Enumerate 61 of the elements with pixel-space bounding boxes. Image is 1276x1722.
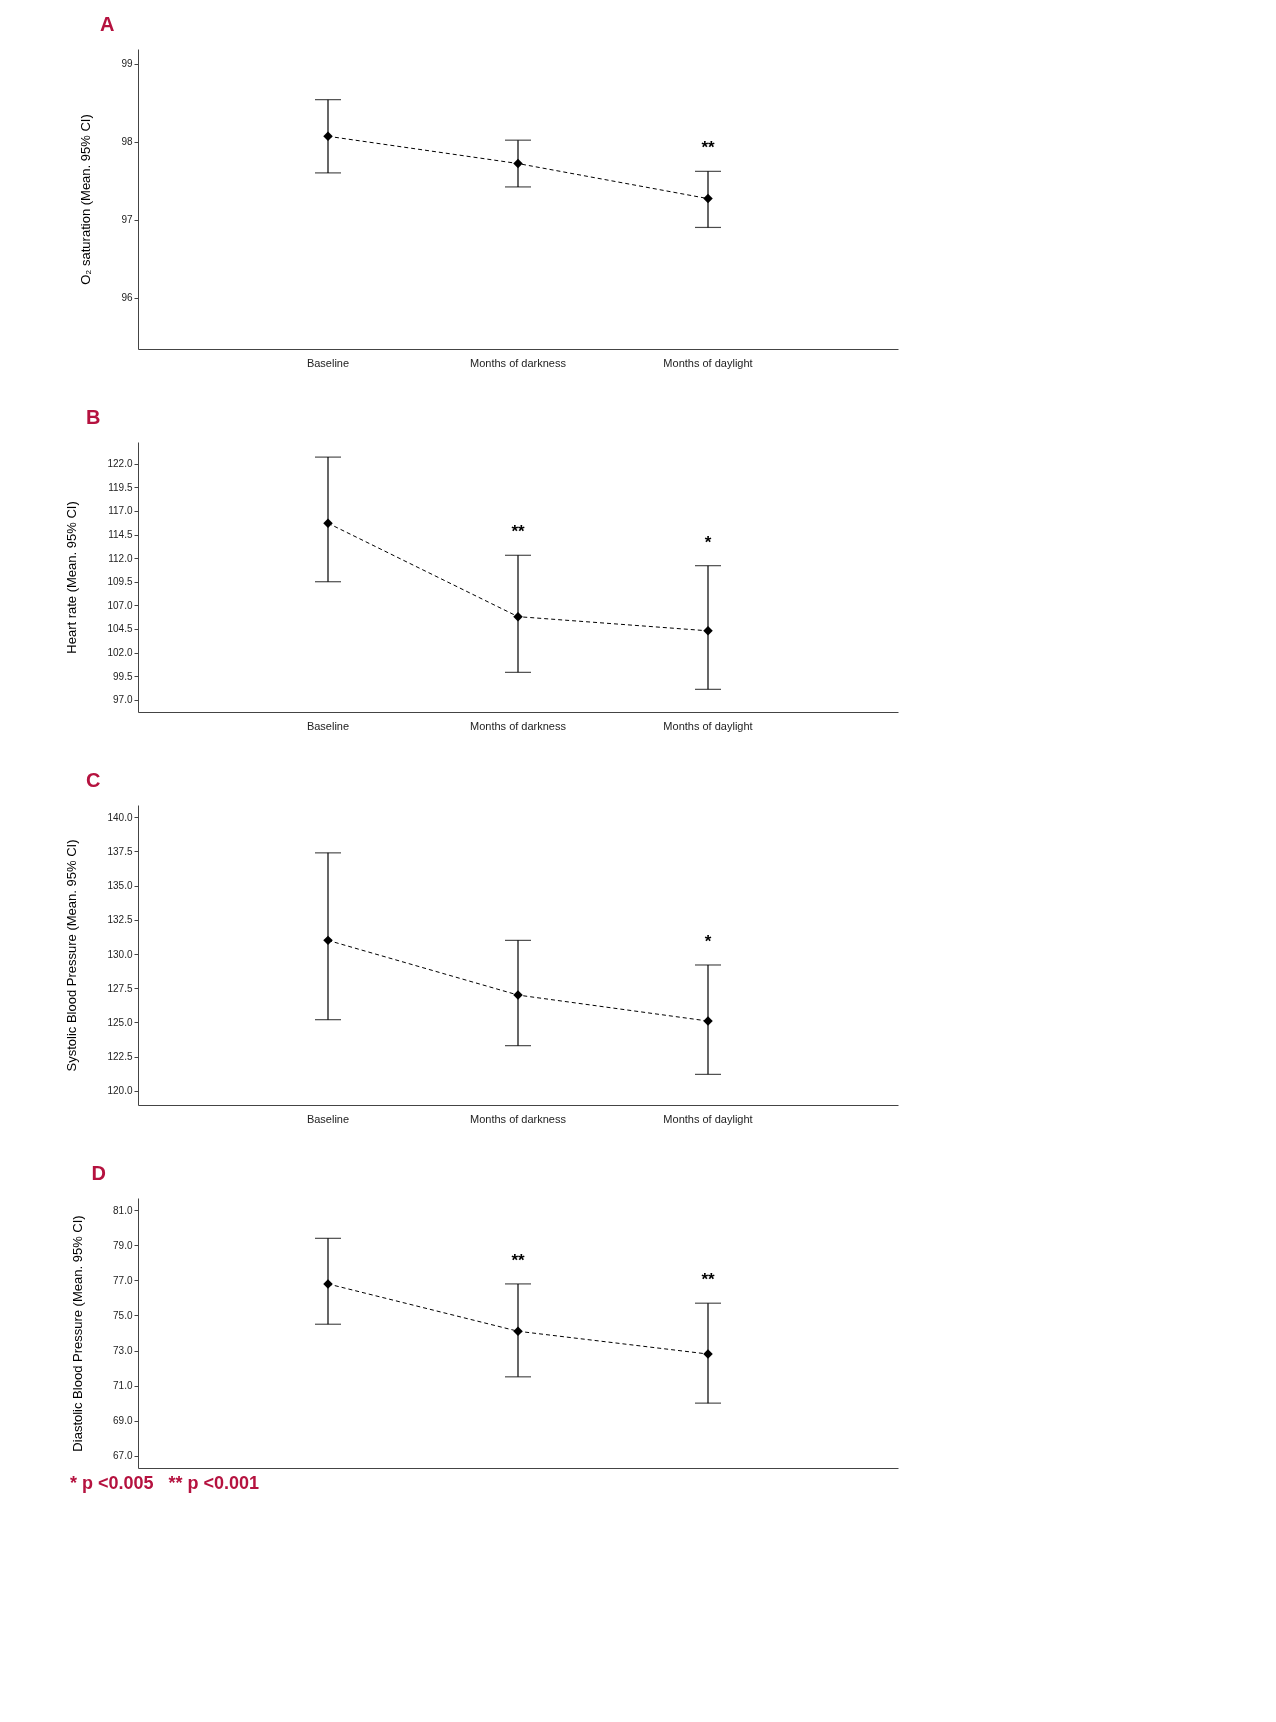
x-tick-label: Months of daylight (663, 356, 753, 369)
y-tick-label: 125.0 (107, 1016, 133, 1028)
x-tick-label: Months of daylight (663, 1112, 753, 1125)
y-tick-label: 71.0 (113, 1380, 133, 1392)
annotation: ** (701, 138, 715, 158)
y-tick-label: 81.0 (113, 1204, 133, 1216)
y-axis-title: Heart rate (Mean. 95% CI) (64, 501, 80, 654)
y-axis-title: O₂ saturation (Mean. 95% CI) (78, 114, 94, 285)
y-tick-label: 140.0 (107, 811, 133, 823)
y-tick-label: 137.5 (107, 845, 133, 857)
y-tick-label: 109.5 (107, 576, 133, 588)
x-tick-label: Months of darkness (470, 356, 567, 369)
y-tick-label: 102.0 (107, 647, 133, 659)
chart-title: C (85, 769, 101, 791)
point (323, 935, 333, 946)
y-tick-label: 99.5 (113, 670, 133, 682)
y-tick-label: 77.0 (113, 1274, 133, 1286)
x-tick-label: Baseline (306, 1112, 350, 1125)
chart-title: B (85, 406, 101, 428)
y-axis-title: Systolic Blood Pressure (Mean. 95% CI) (64, 839, 80, 1072)
y-tick-label: 132.5 (107, 914, 133, 926)
annotation: * (704, 532, 712, 552)
y-axis-title: Diastolic Blood Pressure (Mean. 95% CI) (70, 1215, 86, 1452)
y-tick-label: 67.0 (113, 1450, 133, 1462)
y-tick-label: 119.5 (108, 481, 133, 493)
annotation: ** (511, 522, 525, 542)
y-tick-label: 75.0 (113, 1309, 133, 1321)
chart-title: A (99, 13, 115, 35)
y-tick-label: 122.5 (107, 1051, 133, 1063)
y-tick-label: 107.0 (107, 599, 133, 611)
point (703, 193, 713, 204)
x-tick-label: Baseline (306, 719, 350, 732)
y-tick-label: 112.0 (108, 552, 133, 564)
y-tick-label: 79.0 (113, 1239, 133, 1251)
point (323, 131, 333, 142)
y-tick-label: 122.0 (107, 458, 133, 470)
y-tick-label: 99 (121, 58, 133, 70)
y-tick-label: 135.0 (107, 880, 133, 892)
chart-title: D (91, 1162, 106, 1184)
point (513, 611, 523, 622)
y-tick-label: 120.0 (107, 1085, 133, 1097)
y-tick-label: 114.5 (108, 529, 133, 541)
y-tick-label: 97 (121, 214, 133, 226)
x-tick-label: Baseline (306, 356, 350, 369)
text: * p <0.005 ** p <0.001 (69, 1473, 261, 1494)
y-tick-label: 73.0 (113, 1345, 133, 1357)
annotation: ** (701, 1270, 715, 1290)
annotation: ** (511, 1250, 525, 1270)
point (513, 158, 523, 169)
y-tick-label: 98 (121, 136, 133, 148)
y-tick-label: 104.5 (107, 623, 133, 635)
x-tick-label: Months of darkness (470, 719, 567, 732)
x-tick-label: Months of daylight (663, 719, 753, 732)
y-tick-label: 69.0 (113, 1415, 133, 1427)
y-tick-label: 127.5 (107, 982, 133, 994)
y-tick-label: 117.0 (108, 505, 133, 517)
x-tick-label: Months of darkness (470, 1112, 567, 1125)
annotation: * (704, 931, 712, 951)
y-tick-label: 96 (121, 292, 133, 304)
y-tick-label: 97.0 (113, 694, 133, 706)
y-tick-label: 130.0 (107, 948, 133, 960)
